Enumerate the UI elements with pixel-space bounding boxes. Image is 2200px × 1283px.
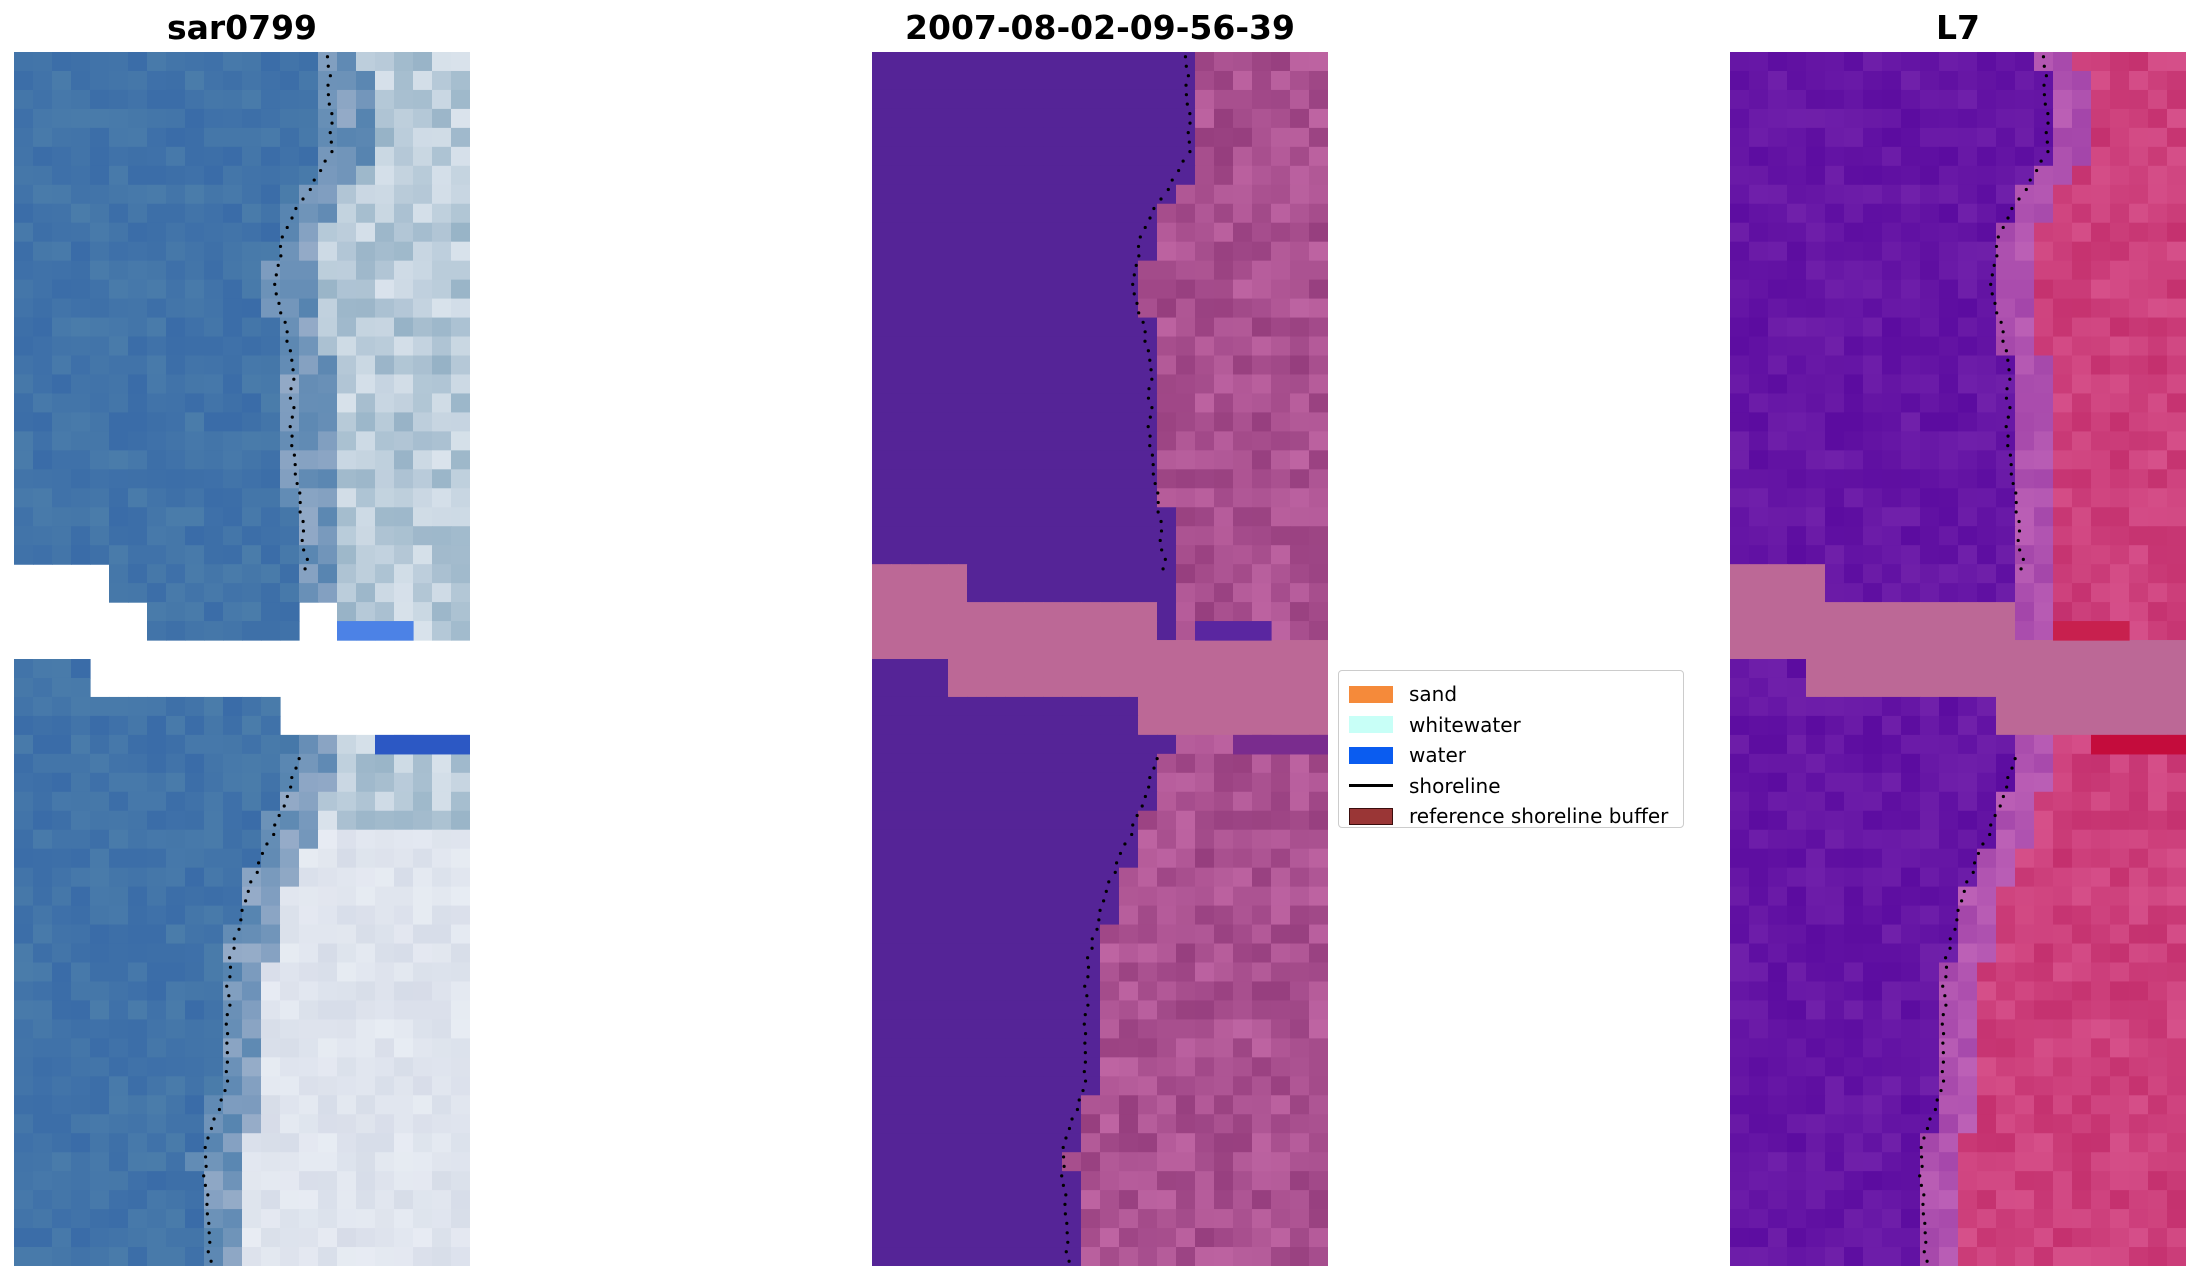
panel-title-rgb: sar0799 <box>166 8 318 47</box>
classified-image-panel <box>872 52 1328 1266</box>
classified-image <box>872 52 1328 1266</box>
legend-label: sand <box>1409 682 1458 707</box>
legend-label: shoreline <box>1409 773 1501 798</box>
legend-label: reference shoreline buffer <box>1409 804 1669 829</box>
legend-item-whitewater: whitewater <box>1349 710 1673 741</box>
legend-item-sand: sand <box>1349 679 1673 710</box>
index-image <box>1730 52 2186 1266</box>
legend-label: whitewater <box>1409 712 1521 737</box>
legend-item-shoreline: shoreline <box>1349 771 1673 802</box>
panel-title-index: L7 <box>1936 8 1980 47</box>
legend: sand whitewater water shoreline referenc… <box>1338 670 1684 828</box>
buffer-swatch <box>1349 807 1393 825</box>
panel-title-date: 2007-08-02-09-56-39 <box>905 8 1295 47</box>
water-swatch <box>1349 746 1393 764</box>
shoreline-line-swatch <box>1349 784 1393 788</box>
legend-label: water <box>1409 743 1466 768</box>
whitewater-swatch <box>1349 716 1393 734</box>
legend-item-water: water <box>1349 740 1673 771</box>
index-image-panel <box>1730 52 2186 1266</box>
legend-item-buffer: reference shoreline buffer <box>1349 801 1673 832</box>
rgb-image-panel <box>14 52 470 1266</box>
rgb-image <box>14 52 470 1266</box>
sand-swatch <box>1349 685 1393 703</box>
